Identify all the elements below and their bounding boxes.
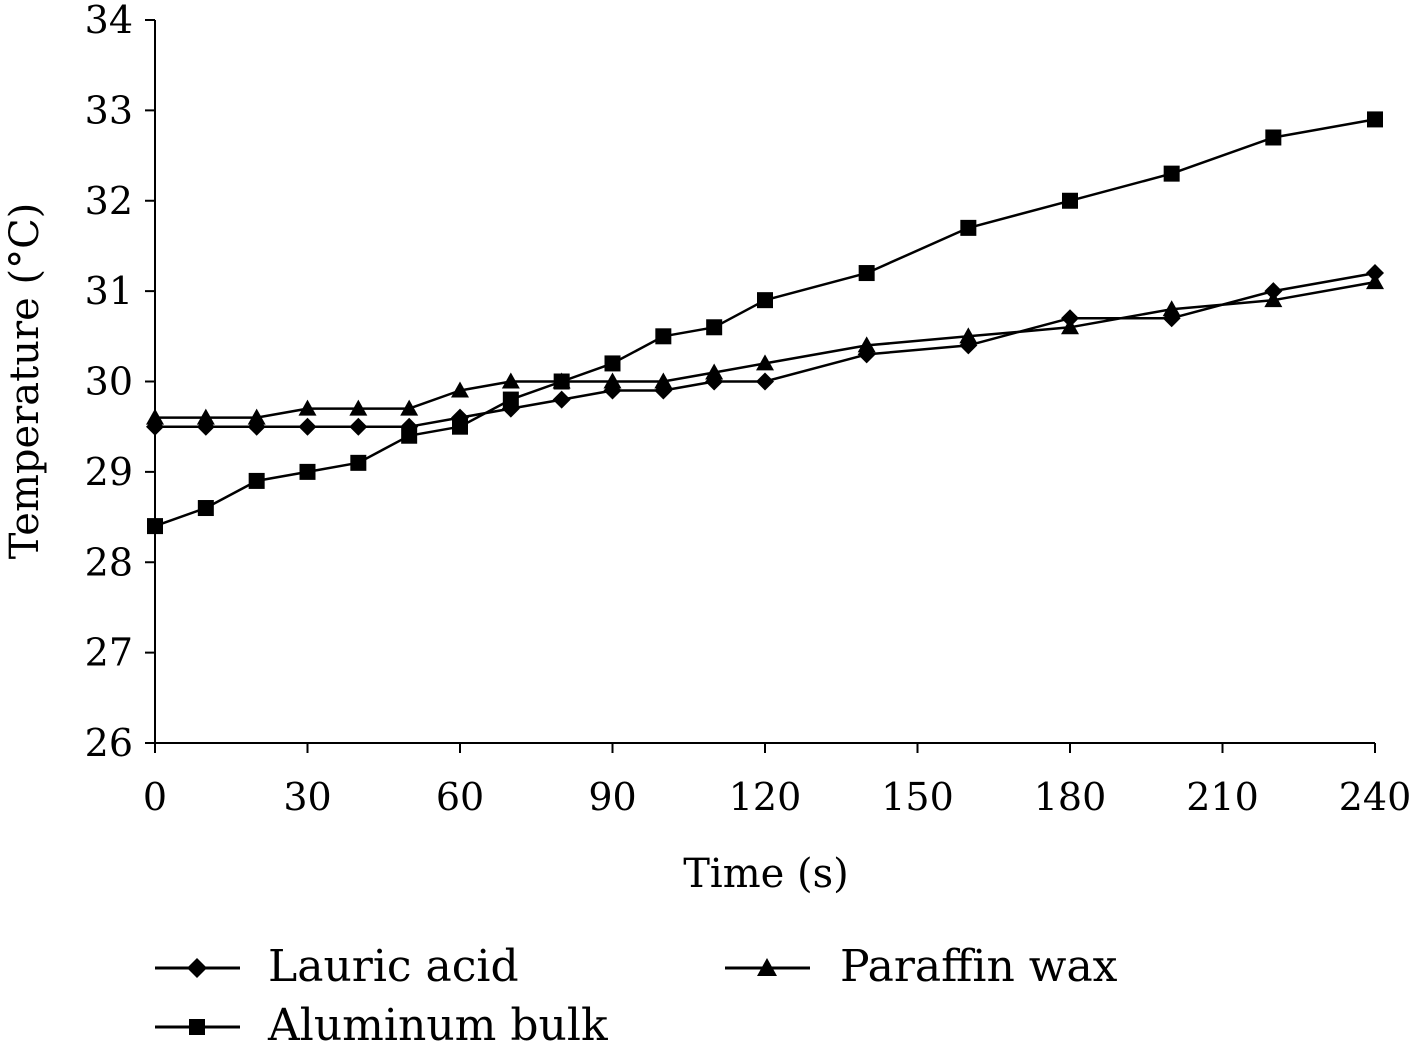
data-point [147, 518, 163, 535]
data-point [705, 363, 724, 380]
x-tick-label: 0 [143, 775, 167, 819]
x-tick-label: 180 [1034, 775, 1107, 819]
data-point [299, 463, 316, 480]
data-point [298, 417, 317, 436]
x-tick-label: 240 [1339, 775, 1409, 819]
data-point [756, 372, 774, 391]
data-point [1366, 264, 1384, 283]
data-point [501, 372, 520, 389]
data-point [1163, 165, 1180, 182]
data-point [400, 399, 419, 416]
diamond-marker-icon [187, 958, 207, 978]
legend-label: Aluminum bulk [267, 1000, 608, 1044]
data-point [706, 319, 723, 336]
data-point [197, 500, 214, 517]
y-tick-label: 27 [85, 631, 133, 675]
triangle-marker-icon [757, 958, 777, 976]
x-tick-label: 150 [881, 775, 954, 819]
y-tick-label: 30 [85, 360, 133, 404]
data-point [959, 327, 978, 344]
data-point [1061, 318, 1079, 335]
data-point [1264, 282, 1283, 301]
y-axis-title: Temperature (°C) [2, 203, 48, 560]
y-ticks: 26 27 28 29 30 31 32 33 34 [85, 0, 155, 765]
y-tick-label: 31 [85, 269, 133, 313]
data-point [349, 399, 368, 416]
data-point [654, 372, 673, 389]
data-point [1367, 111, 1383, 128]
legend: Lauric acid Aluminum bulk Paraffin wax [155, 941, 1118, 1044]
data-point [1162, 300, 1181, 317]
data-point [552, 390, 571, 409]
data-point [451, 381, 469, 398]
x-axis-title: Time (s) [683, 851, 849, 897]
data-point [248, 472, 265, 489]
legend-item-lauric-acid: Lauric acid [155, 941, 519, 992]
data-point [146, 408, 164, 425]
data-point [857, 336, 876, 353]
data-point [756, 354, 774, 371]
data-point [757, 292, 773, 309]
legend-label: Paraffin wax [840, 941, 1118, 992]
data-point [655, 328, 672, 345]
y-tick-label: 33 [85, 88, 133, 132]
y-tick-label: 32 [85, 179, 133, 223]
series-aluminum-bulk [147, 111, 1383, 535]
data-point [552, 372, 571, 389]
data-point [603, 372, 622, 389]
data-point [298, 399, 317, 416]
data-point [1061, 309, 1079, 328]
x-tick-label: 120 [729, 775, 802, 819]
series-line [154, 118, 1376, 528]
data-point [349, 417, 368, 436]
data-point [960, 219, 977, 236]
data-point [1366, 273, 1384, 290]
x-tick-label: 210 [1186, 775, 1259, 819]
x-tick-label: 90 [588, 775, 636, 819]
data-point [604, 355, 621, 372]
legend-item-aluminum-bulk: Aluminum bulk [155, 1000, 608, 1044]
x-ticks: 0 30 60 90 120 150 180 210 240 [143, 743, 1409, 819]
x-tick-label: 30 [283, 775, 331, 819]
data-point [1264, 291, 1283, 308]
series-layer [146, 111, 1384, 535]
data-point [1062, 192, 1078, 209]
series-lauric-acid [146, 264, 1384, 436]
data-point [350, 454, 367, 471]
y-tick-label: 26 [85, 721, 133, 765]
y-tick-label: 29 [85, 450, 133, 494]
data-point [858, 265, 875, 282]
legend-label: Lauric acid [268, 941, 519, 992]
data-point [452, 418, 468, 435]
data-point [1265, 129, 1282, 146]
series-paraffin-wax [146, 273, 1384, 425]
y-tick-label: 28 [85, 540, 133, 584]
data-point [502, 391, 519, 408]
legend-item-paraffin-wax: Paraffin wax [725, 941, 1118, 992]
square-marker-icon [189, 1019, 205, 1035]
data-point [247, 408, 266, 425]
y-tick-label: 34 [85, 0, 133, 42]
data-point [196, 408, 215, 425]
x-tick-label: 60 [436, 775, 484, 819]
data-point [401, 427, 418, 444]
